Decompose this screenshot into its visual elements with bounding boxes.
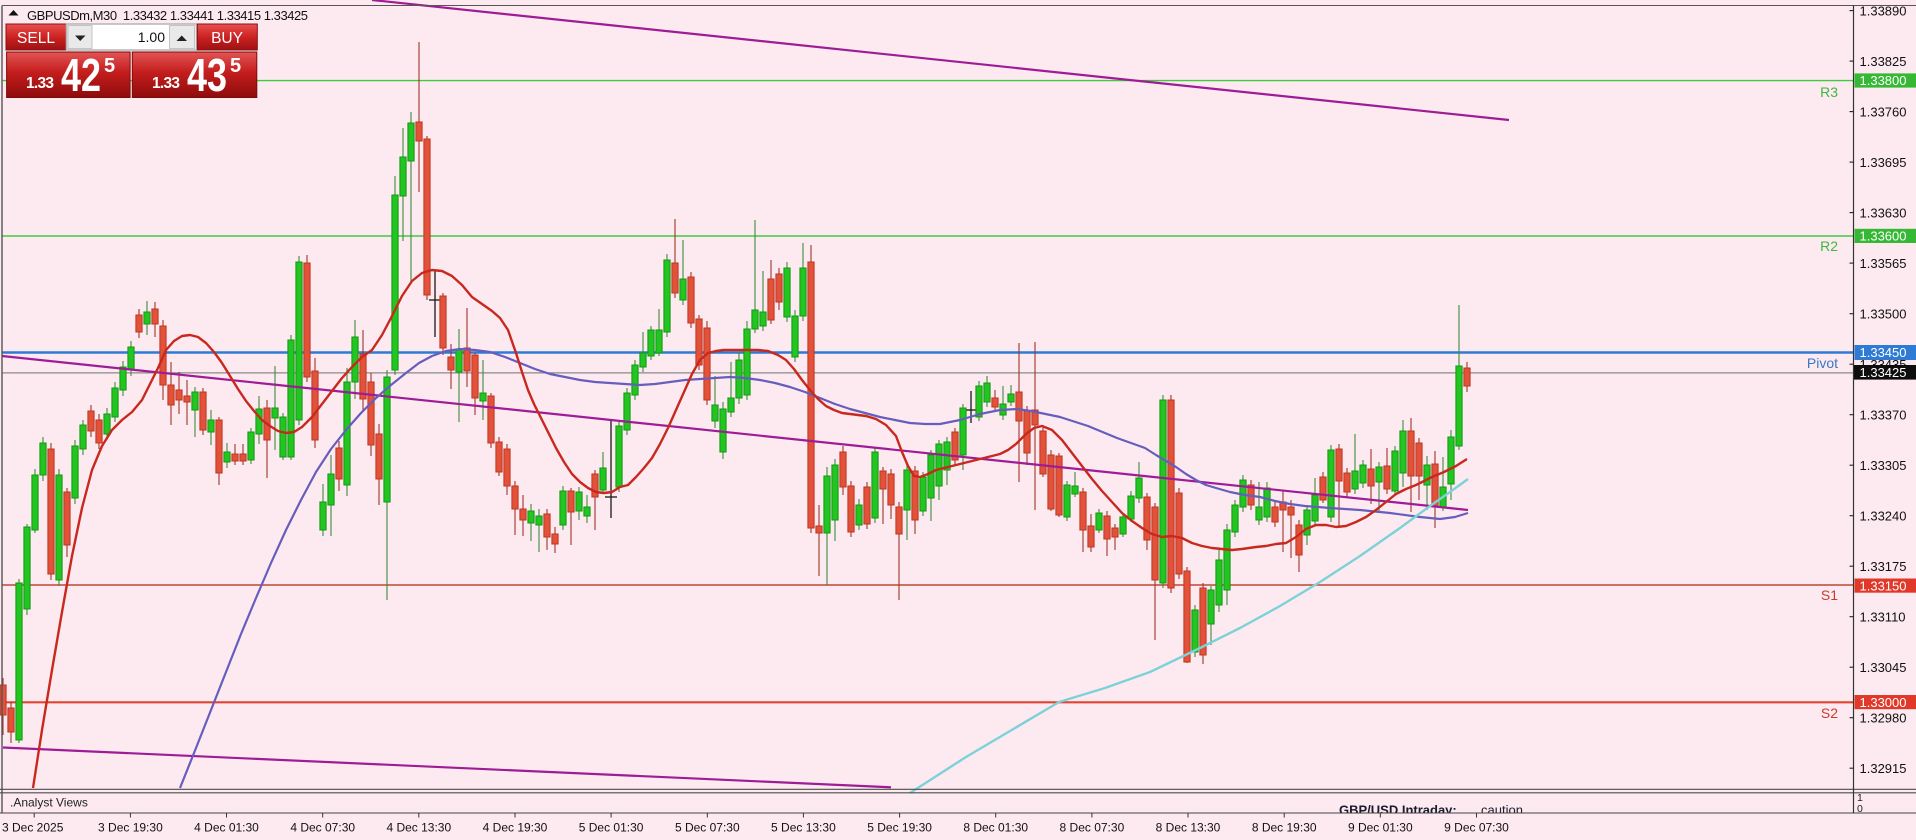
svg-text:1.33175: 1.33175 (1860, 559, 1907, 574)
svg-text:R2: R2 (1820, 238, 1838, 254)
svg-text:.Analyst Views: .Analyst Views (10, 796, 88, 810)
svg-text:1.33370: 1.33370 (1860, 407, 1907, 422)
svg-text:1: 1 (1857, 792, 1863, 804)
svg-text:4 Dec 19:30: 4 Dec 19:30 (483, 821, 548, 835)
svg-text:1.33890: 1.33890 (1860, 3, 1907, 18)
svg-text:1.33240: 1.33240 (1860, 508, 1907, 523)
svg-text:GBPUSDm,M30 1.33432 1.33441 1: GBPUSDm,M30 1.33432 1.33441 1.33415 1.33… (27, 8, 308, 23)
svg-text:5: 5 (230, 55, 241, 77)
svg-text:1.32915: 1.32915 (1860, 761, 1907, 776)
svg-text:1.33500: 1.33500 (1860, 306, 1907, 321)
svg-text:1.33110: 1.33110 (1860, 609, 1906, 624)
svg-text:1.00: 1.00 (138, 29, 165, 45)
svg-text:8 Dec 13:30: 8 Dec 13:30 (1156, 821, 1221, 835)
svg-text:1.33800: 1.33800 (1860, 73, 1907, 88)
svg-text:1.33305: 1.33305 (1860, 458, 1907, 473)
svg-text:5 Dec 13:30: 5 Dec 13:30 (771, 821, 836, 835)
svg-text:1.33: 1.33 (26, 75, 54, 92)
svg-text:1.33565: 1.33565 (1860, 256, 1907, 271)
svg-text:S1: S1 (1821, 587, 1838, 603)
svg-text:R3: R3 (1820, 84, 1838, 100)
svg-text:5 Dec 07:30: 5 Dec 07:30 (675, 821, 740, 835)
svg-text:1.33760: 1.33760 (1860, 104, 1907, 119)
svg-text:4 Dec 01:30: 4 Dec 01:30 (194, 821, 259, 835)
svg-text:4 Dec 07:30: 4 Dec 07:30 (290, 821, 355, 835)
svg-text:Pivot: Pivot (1807, 355, 1838, 371)
svg-text:1.32980: 1.32980 (1860, 710, 1907, 725)
svg-text:3 Dec 2025: 3 Dec 2025 (2, 821, 64, 835)
svg-text:1.33695: 1.33695 (1860, 155, 1907, 170)
svg-text:5 Dec 19:30: 5 Dec 19:30 (867, 821, 932, 835)
svg-text:BUY: BUY (211, 30, 243, 47)
svg-text:1.33045: 1.33045 (1860, 660, 1907, 675)
svg-text:5: 5 (104, 55, 115, 77)
svg-text:1.33600: 1.33600 (1860, 229, 1907, 244)
svg-text:9 Dec 01:30: 9 Dec 01:30 (1348, 821, 1413, 835)
svg-text:0: 0 (1857, 803, 1863, 815)
svg-text:5 Dec 01:30: 5 Dec 01:30 (579, 821, 644, 835)
svg-text:8 Dec 07:30: 8 Dec 07:30 (1060, 821, 1125, 835)
svg-text:1.33825: 1.33825 (1860, 54, 1907, 69)
svg-text:S2: S2 (1821, 705, 1838, 721)
svg-text:8 Dec 01:30: 8 Dec 01:30 (963, 821, 1028, 835)
svg-text:1.33425: 1.33425 (1860, 365, 1907, 380)
svg-text:SELL: SELL (17, 30, 55, 47)
svg-text:3 Dec 19:30: 3 Dec 19:30 (98, 821, 163, 835)
svg-text:1.33630: 1.33630 (1860, 205, 1907, 220)
svg-text:8 Dec 19:30: 8 Dec 19:30 (1252, 821, 1317, 835)
svg-text:43: 43 (187, 49, 227, 101)
svg-text:9 Dec 07:30: 9 Dec 07:30 (1444, 821, 1509, 835)
svg-text:1.33: 1.33 (152, 75, 180, 92)
svg-text:1.33150: 1.33150 (1860, 578, 1907, 593)
svg-text:42: 42 (61, 49, 101, 101)
svg-text:1.33000: 1.33000 (1860, 695, 1907, 710)
svg-text:4 Dec 13:30: 4 Dec 13:30 (386, 821, 451, 835)
svg-text:1.33450: 1.33450 (1860, 345, 1907, 360)
